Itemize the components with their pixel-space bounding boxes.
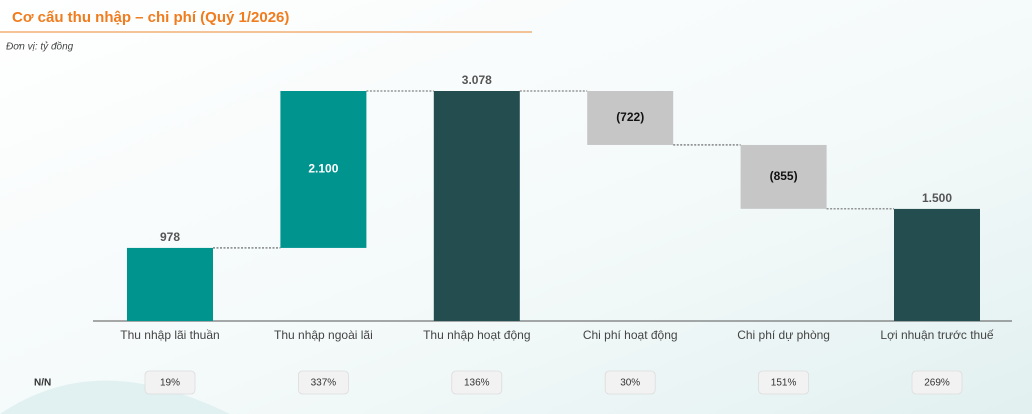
value-label: (722): [616, 110, 644, 124]
value-label: 1.500: [922, 191, 952, 205]
yoy-pill: [451, 370, 503, 395]
yoy-value: 19%: [160, 378, 180, 389]
yoy-pill: [911, 370, 963, 395]
value-label: (855): [770, 169, 798, 183]
yoy-value: 337%: [311, 378, 337, 389]
bar: [280, 91, 367, 248]
row-label: N/N: [34, 378, 51, 389]
decoration: [0, 380, 230, 414]
bar: [740, 144, 827, 209]
chart-subtitle: Đơn vị: tỷ đồng: [6, 41, 74, 53]
yoy-pill: [604, 370, 656, 395]
bar: [587, 91, 674, 145]
value-label: 3.078: [462, 73, 492, 87]
chart-title: Cơ cấu thu nhập – chi phí (Quý 1/2026): [12, 9, 289, 26]
value-label: 2.100: [308, 162, 338, 176]
x-tick-label: Thu nhập hoạt động: [423, 328, 530, 342]
yoy-pill: [297, 370, 349, 395]
x-tick-label: Chi phí dự phòng: [737, 328, 830, 342]
bar: [433, 91, 520, 321]
x-tick-label: Lợi nhuận trước thuế: [880, 328, 993, 342]
bar: [894, 208, 980, 321]
yoy-pill: [758, 370, 809, 395]
yoy-value: 151%: [771, 378, 797, 389]
bar: [127, 247, 213, 321]
x-tick-label: Thu nhập ngoài lãi: [274, 328, 373, 342]
yoy-value: 30%: [620, 378, 640, 389]
x-tick-label: Chi phí hoạt động: [583, 328, 678, 342]
yoy-value: 136%: [464, 378, 490, 389]
yoy-pill: [144, 370, 196, 395]
yoy-value: 269%: [924, 378, 950, 389]
value-label: 978: [160, 230, 180, 244]
x-tick-label: Thu nhập lãi thuần: [120, 328, 219, 342]
